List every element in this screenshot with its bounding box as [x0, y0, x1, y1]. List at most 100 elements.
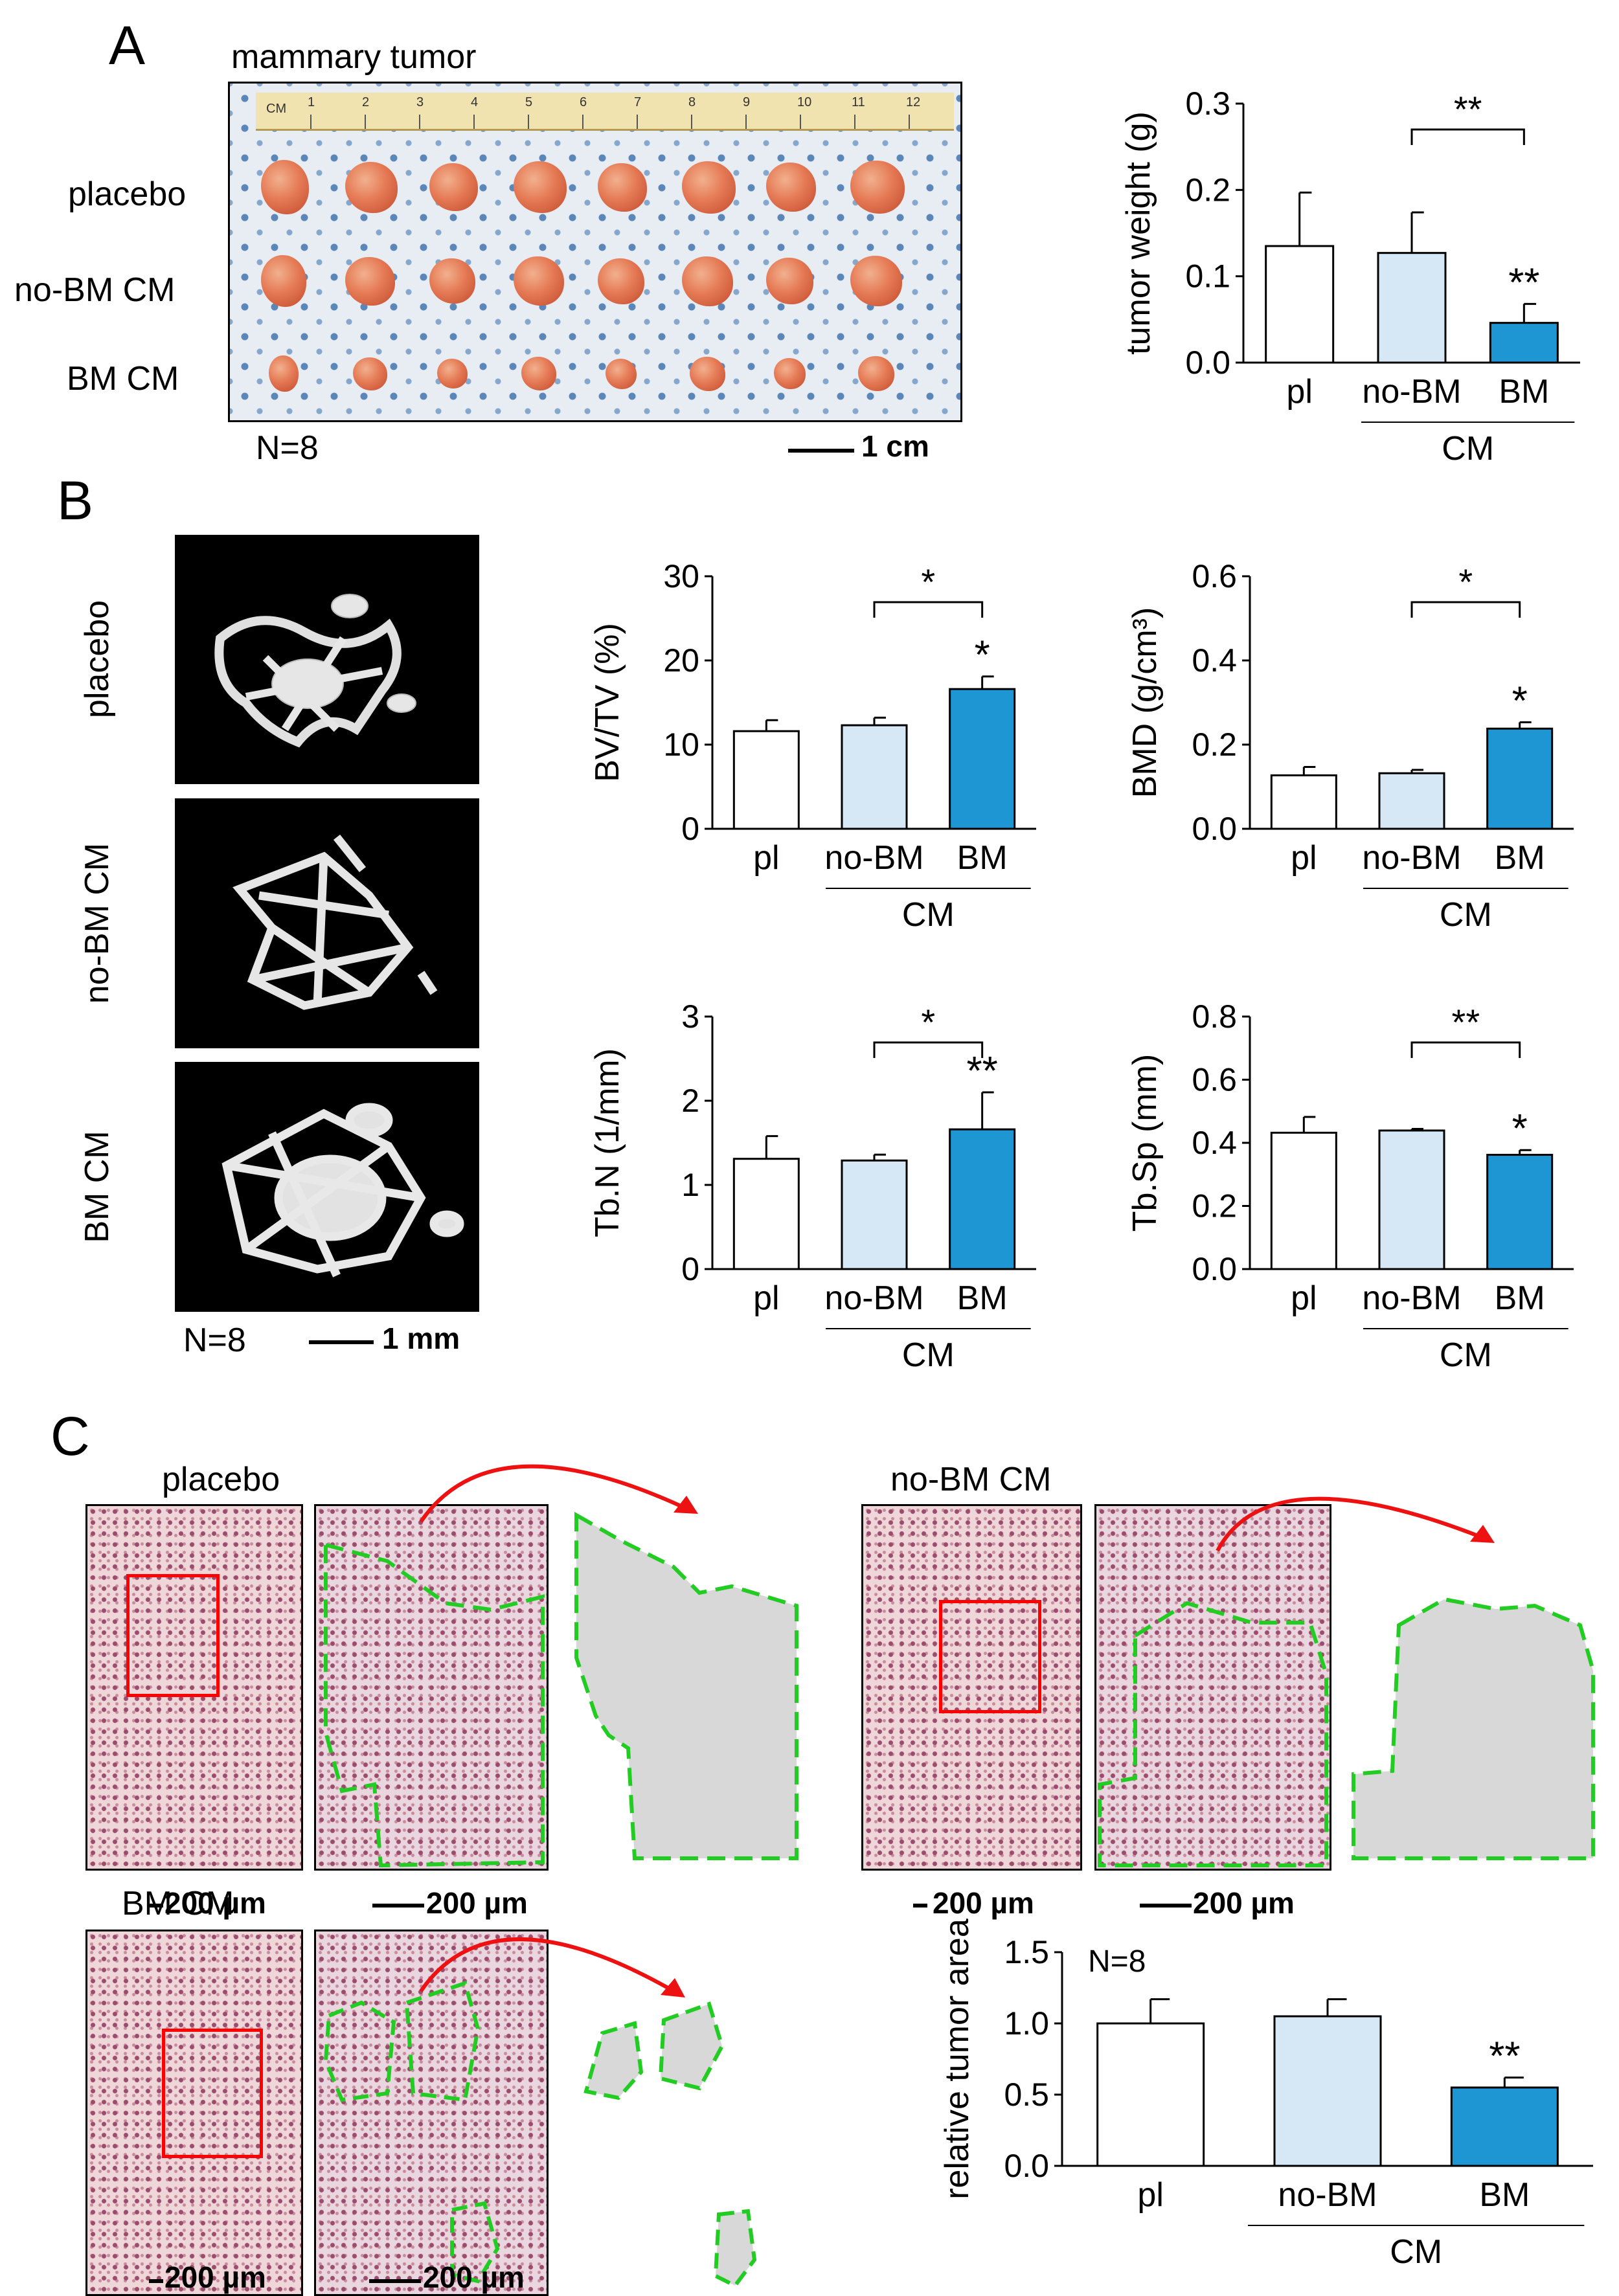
group-label-bm-cm-c: BM CM	[122, 1885, 234, 1922]
panel-letter-b: B	[57, 470, 94, 531]
category-label: no-BM	[824, 839, 923, 877]
y-tick-label: 10	[663, 726, 699, 763]
ruler-tick	[473, 115, 475, 129]
n-label-b: N=8	[183, 1322, 246, 1359]
tumor-specimen	[774, 358, 806, 389]
n-label-a: N=8	[256, 429, 319, 467]
ruler-number: 12	[906, 95, 921, 109]
row-label-placebo: placebo	[68, 175, 187, 213]
category-label: BM	[1499, 373, 1549, 411]
ruler-number: 11	[852, 95, 865, 109]
category-label: BM	[1479, 2176, 1530, 2214]
tumor-specimen	[345, 256, 395, 306]
ruler-tick	[637, 115, 638, 129]
histology-bm-cm-overview	[85, 1930, 303, 2296]
y-tick-label: 0.2	[1192, 726, 1237, 763]
ruler-unit-label: CM	[266, 102, 287, 116]
y-tick-label: 20	[663, 642, 699, 679]
bracket-significance: *	[921, 561, 935, 602]
category-label: pl	[1291, 839, 1317, 877]
tumor-outline-bm-cm	[323, 1981, 500, 2284]
bracket-significance: *	[921, 1002, 935, 1042]
scale-bar-bm-overview	[149, 2279, 163, 2283]
scale-bar-placebo-zoom	[372, 1904, 424, 1908]
group-label: CM	[902, 1336, 955, 1374]
microct-no-bm-cm	[175, 798, 479, 1048]
zoom-box-no-bm-cm	[939, 1600, 1041, 1713]
y-axis-label: Tb.Sp (mm)	[1126, 1054, 1164, 1232]
category-label: no-BM	[1278, 2176, 1377, 2214]
tumor-specimen	[682, 256, 733, 306]
panel-letter-c: C	[51, 1406, 90, 1467]
arrow-placebo	[419, 1464, 698, 1523]
bar	[949, 1128, 1016, 1270]
ruler-tick	[745, 115, 747, 129]
y-tick-label: 0.6	[1192, 1062, 1237, 1098]
ruler-number: 9	[743, 95, 751, 109]
chart-tumor-weight: 0.0 0.1 0.2 0.3 tumor weight (g) pl no-BM ** BMC…	[1120, 85, 1580, 467]
scale-bar-bm-zoom	[369, 2279, 421, 2283]
tumor-specimen	[690, 356, 725, 391]
y-tick-label: 0.2	[1192, 1188, 1237, 1224]
ruler-number: 2	[362, 95, 370, 109]
tumor-outline-no-bm-cm	[1098, 1601, 1328, 1867]
category-label: pl	[1137, 2176, 1163, 2214]
zoom-box-bm-cm	[162, 2029, 263, 2158]
bar	[1378, 1129, 1445, 1270]
bar	[1265, 245, 1335, 364]
comparison-bracket	[1410, 128, 1525, 145]
comparison-bracket	[1410, 1041, 1521, 1058]
scale-label-bm-zoom: 200 µm	[423, 2260, 525, 2294]
ruler-tick	[854, 115, 855, 129]
bar	[1486, 1154, 1554, 1270]
tumor-specimen	[850, 256, 902, 306]
scale-label-1mm: 1 mm	[382, 1322, 460, 1355]
y-axis-label: BMD (g/cm³)	[1126, 607, 1164, 798]
tumor-specimen	[269, 355, 299, 392]
category-label: BM	[957, 839, 1008, 877]
tumor-specimen	[514, 161, 567, 213]
tumor-photo-title: mammary tumor	[231, 38, 477, 76]
ruler-number: 5	[525, 95, 533, 109]
ruler-tick	[528, 115, 529, 129]
bone-structure-no-bm-cm	[232, 834, 438, 1010]
scale-label-placebo-zoom: 200 µm	[426, 1886, 528, 1920]
tumor-specimen	[345, 161, 398, 213]
row-label-no-bm-cm: no-BM CM	[14, 271, 175, 309]
category-label: no-BM	[1362, 373, 1461, 411]
tumor-specimen	[429, 163, 478, 211]
comparison-bracket	[873, 1041, 984, 1058]
bone-structure-placebo	[214, 594, 416, 748]
ruler-tick	[691, 115, 692, 129]
chart-annotation: N=8	[1088, 1944, 1146, 1979]
row-label-bm-cm: BM CM	[67, 360, 179, 398]
tumor-specimen	[261, 255, 306, 307]
y-tick-label: 0	[681, 811, 699, 847]
group-label: CM	[1440, 1336, 1492, 1374]
ruler-number: 4	[471, 95, 479, 109]
scale-label-placebo-overview: 200 µm	[164, 1886, 266, 1920]
image-label-bm-cm-b: BM CM	[78, 1131, 116, 1243]
category-label: BM	[1495, 839, 1545, 877]
category-label: pl	[1286, 373, 1312, 411]
scale-label-1cm: 1 cm	[861, 429, 929, 463]
bone-structure-bm-cm	[221, 1103, 464, 1277]
category-label: pl	[753, 1279, 779, 1317]
bracket-significance: **	[1452, 1002, 1480, 1042]
significance-mark: *	[1512, 679, 1528, 724]
scale-label-no-bm-overview: 200 µm	[933, 1886, 1034, 1920]
category-label: no-BM	[1362, 839, 1461, 877]
comparison-bracket	[873, 601, 984, 618]
y-tick-label: 0.2	[1185, 172, 1230, 208]
ruler-number: 10	[797, 95, 812, 109]
ruler-number: 8	[688, 95, 696, 109]
zoom-box-placebo	[126, 1574, 220, 1697]
bar	[1486, 727, 1554, 830]
arrow-bm-cm	[419, 1937, 685, 1998]
y-tick-label: 0.0	[1004, 2148, 1049, 2184]
ruler-number: 7	[634, 95, 642, 109]
y-tick-label: 0.1	[1185, 258, 1230, 295]
image-label-no-bm-cm-b: no-BM CM	[78, 842, 116, 1004]
